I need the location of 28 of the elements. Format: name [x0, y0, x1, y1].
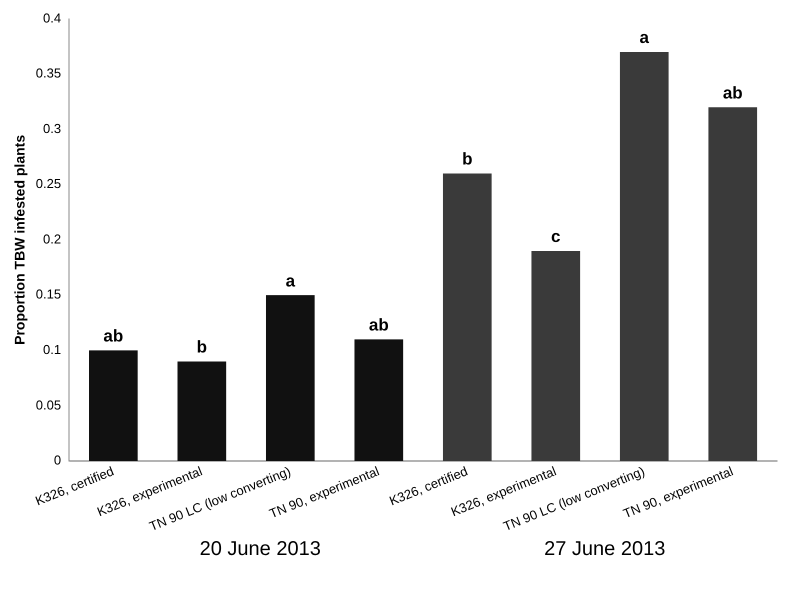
data-label: b	[196, 338, 208, 357]
bar	[620, 52, 669, 461]
y-tick-label: 0.05	[36, 397, 62, 412]
bar	[178, 361, 226, 461]
data-label: ab	[103, 326, 124, 346]
y-tick-label: 0.35	[36, 66, 62, 81]
y-tick-label: 0.3	[43, 120, 62, 136]
data-label: a	[640, 28, 650, 48]
bar	[266, 295, 315, 461]
y-tick-label: 0.15	[36, 286, 62, 302]
y-tick-label: 0.25	[36, 176, 62, 192]
text: 20 June 2013	[198, 538, 322, 561]
y-tick-label: 0.2	[43, 231, 62, 246]
data-label: ab	[722, 83, 743, 102]
data-label: b	[462, 150, 472, 169]
data-label: c	[551, 227, 561, 246]
y-axis-title: Proportion TBW infested plants	[11, 134, 28, 345]
data-label: a	[286, 271, 296, 290]
y-tick-label: 0.1	[43, 342, 62, 358]
bar	[531, 250, 580, 461]
y-tick-label: 0	[54, 452, 62, 468]
bar	[89, 350, 138, 461]
data-label: ab	[368, 316, 389, 335]
y-tick-label: 0.4	[43, 10, 62, 26]
text: 27 June 2013	[543, 538, 666, 561]
bar	[354, 339, 404, 461]
bar	[708, 107, 758, 461]
bar	[442, 174, 492, 461]
